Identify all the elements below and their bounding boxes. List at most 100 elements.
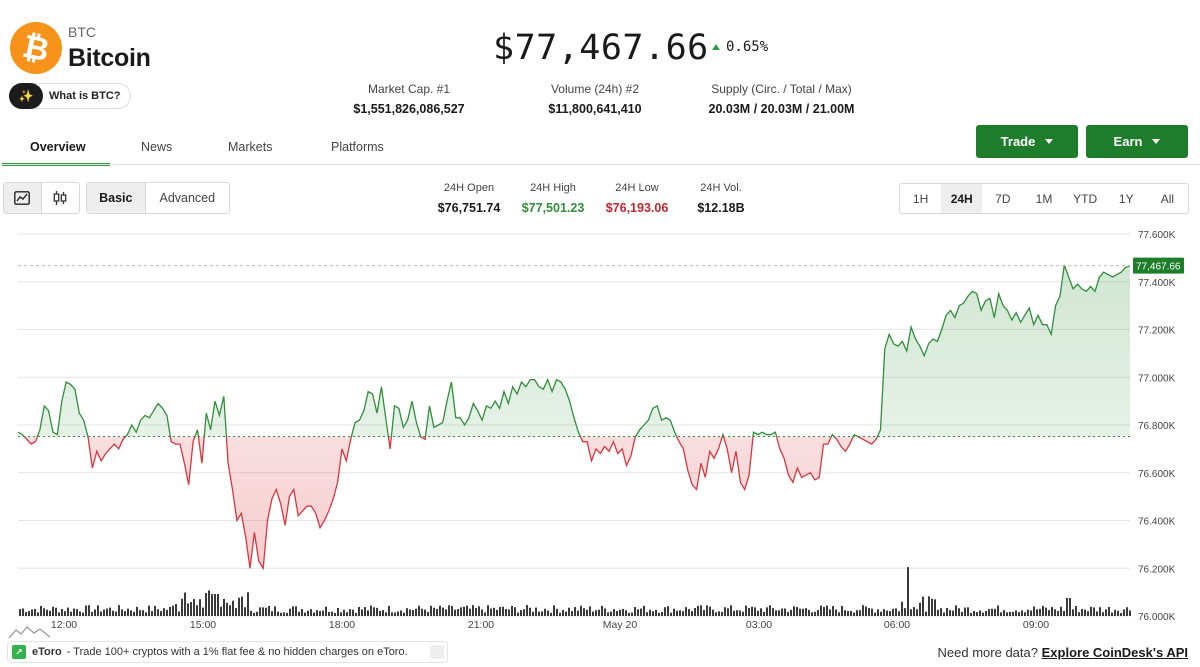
volume-bar (1039, 608, 1041, 616)
volume-bar (52, 606, 54, 616)
volume-bar (1123, 609, 1125, 616)
volume-bar (46, 609, 48, 616)
volume-bar (622, 608, 624, 616)
volume-bar (160, 611, 162, 616)
volume-bar (628, 612, 630, 616)
y-tick-label: 76.400K (1138, 517, 1176, 528)
volume-bar (328, 611, 330, 616)
volume-bar (1030, 610, 1032, 616)
volume-bar (880, 611, 882, 616)
volume-bar (1105, 609, 1107, 616)
volume-bar (97, 605, 99, 616)
supply-stat: Supply (Circ. / Total / Max) 20.03M / 20… (690, 82, 873, 116)
volume-bar (787, 612, 789, 616)
volume-bar (868, 608, 870, 616)
volume-bar (586, 609, 588, 616)
y-tick-label: 76.000K (1138, 612, 1176, 623)
advanced-mode-button[interactable]: Advanced (159, 191, 216, 205)
volume-bar (1081, 609, 1083, 616)
tab-platforms[interactable]: Platforms (331, 140, 384, 154)
price-line-up (17, 264, 1131, 437)
market-cap-stat: Market Cap. #1 $1,551,826,086,527 (340, 82, 478, 116)
volume-bar (37, 612, 39, 616)
volume-bar (775, 610, 777, 616)
earn-button[interactable]: Earn (1086, 125, 1188, 158)
volume-bar (415, 608, 417, 616)
volume-bar (526, 605, 528, 616)
price-change: 0.65% (712, 39, 768, 55)
volume-bar (982, 612, 984, 616)
volume-bar (712, 609, 714, 616)
volume-bar (784, 608, 786, 616)
volume-bar (820, 605, 822, 616)
candlestick-button[interactable] (42, 183, 80, 213)
volume-bar (727, 608, 729, 616)
tab-overview[interactable]: Overview (30, 140, 86, 154)
volume-bar (967, 607, 969, 616)
volume-bar (1099, 607, 1101, 616)
volume-bar (514, 607, 516, 616)
volume-bar (40, 605, 42, 616)
range-24h[interactable]: 24H (941, 184, 983, 213)
price-chart[interactable]: 77.600K 77.400K 77.200K 77.000K 76.800K 76.60… (0, 222, 1200, 632)
what-is-btc-button[interactable]: ✨ What is BTC? (9, 83, 131, 109)
volume-bar (553, 605, 555, 616)
explore-api-link[interactable]: Explore CoinDesk's API (1041, 645, 1188, 660)
line-chart-button[interactable] (4, 183, 42, 213)
volume-bar (823, 606, 825, 616)
volume-bar (307, 610, 309, 616)
range-7d[interactable]: 7D (995, 191, 1011, 206)
volume-bar (484, 612, 486, 616)
volume-bar (565, 611, 567, 616)
volume-bar (151, 611, 153, 616)
close-icon[interactable] (430, 645, 444, 659)
what-is-btc-label: What is BTC? (49, 90, 121, 102)
tab-news[interactable]: News (141, 140, 173, 154)
volume-bar (82, 612, 84, 616)
volume-bar (73, 608, 75, 616)
volume-bar (163, 608, 165, 616)
volume-bar (1120, 612, 1122, 616)
volume-bar (973, 611, 975, 616)
etoro-ad-banner[interactable]: ↗ eToro - Trade 100+ cryptos with a 1% f… (7, 641, 448, 663)
volume-bar (754, 607, 756, 616)
mode-toggle: Basic Advanced (86, 182, 230, 214)
volume-stat: Volume (24h) #2 $11,800,641,410 (536, 82, 654, 116)
ad-text: - Trade 100+ cryptos with a 1% flat fee … (66, 646, 408, 658)
volume-bar (637, 609, 639, 616)
volume-bar (229, 605, 231, 616)
x-tick-label: May 20 (603, 619, 638, 631)
volume-bar (550, 612, 552, 616)
volume-bar (295, 606, 297, 616)
volume-bar (919, 602, 921, 616)
ohlc-volume-label: 24H Vol. (700, 182, 742, 194)
volume-bar (1117, 610, 1119, 616)
volume-bar (544, 608, 546, 616)
volume-bar (49, 610, 51, 616)
volume-bar (769, 605, 771, 616)
volume-bar (529, 607, 531, 616)
volume-bar (979, 610, 981, 616)
range-1y[interactable]: 1Y (1118, 191, 1134, 206)
volume-bar (670, 612, 672, 616)
volume-bar (166, 609, 168, 616)
trade-button[interactable]: Trade (976, 125, 1078, 158)
range-1m[interactable]: 1M (1035, 191, 1053, 206)
volume-bar (856, 610, 858, 616)
volume-bar (361, 609, 363, 616)
volume-bar (373, 607, 375, 616)
range-all[interactable]: All (1160, 191, 1175, 206)
volume-bar (682, 611, 684, 616)
range-1h[interactable]: 1H (912, 191, 929, 206)
tab-markets[interactable]: Markets (228, 140, 273, 154)
basic-mode-button[interactable]: Basic (87, 183, 146, 213)
volume-bar (1045, 607, 1047, 616)
chevron-down-icon (1152, 139, 1161, 144)
range-ytd[interactable]: YTD (1073, 191, 1098, 206)
area-fill-up (18, 265, 1130, 437)
volume-bar (115, 611, 117, 616)
volume-bar (859, 610, 861, 616)
volume-bar (517, 612, 519, 616)
line-chart-icon (14, 191, 31, 205)
volume-bar (469, 608, 471, 616)
